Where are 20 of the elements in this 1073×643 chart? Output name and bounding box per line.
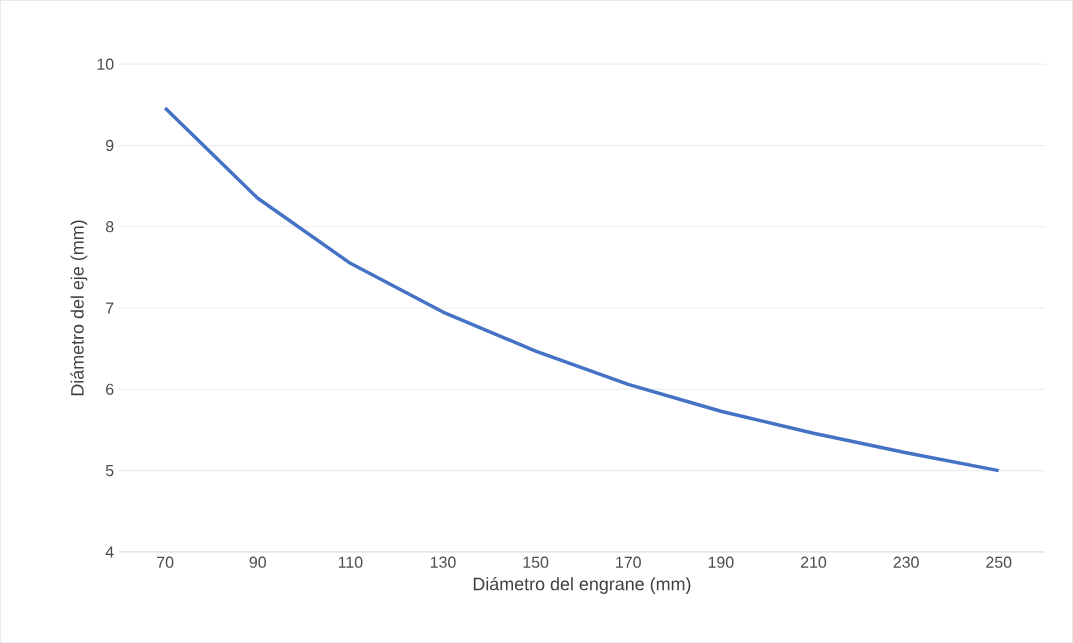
x-tick-label: 230 <box>893 556 919 568</box>
line-series <box>163 106 1001 473</box>
y-tick-label: 4 <box>105 546 114 558</box>
x-tick-label: 90 <box>249 556 266 568</box>
y-axis-title: Diámetro del eje (mm) <box>70 220 88 396</box>
x-axis-title: Diámetro del engrane (mm) <box>473 576 691 594</box>
y-tick-label: 6 <box>106 383 114 395</box>
x-tick-label: 210 <box>800 556 827 568</box>
x-tick-label: 190 <box>708 556 734 568</box>
x-tick-label: 150 <box>523 556 549 568</box>
x-tick-label: 130 <box>430 556 456 568</box>
x-tick-label: 170 <box>616 556 641 568</box>
y-tick-label: 8 <box>105 220 114 233</box>
y-tick-label: 5 <box>105 464 114 477</box>
x-tick-label: 250 <box>986 556 1012 568</box>
x-tick-label: 110 <box>338 556 363 568</box>
x-tick-label: 70 <box>157 556 174 568</box>
y-tick-label: 9 <box>106 139 114 151</box>
y-tick-label: 10 <box>97 58 114 70</box>
y-tick-label: 7 <box>106 302 114 314</box>
